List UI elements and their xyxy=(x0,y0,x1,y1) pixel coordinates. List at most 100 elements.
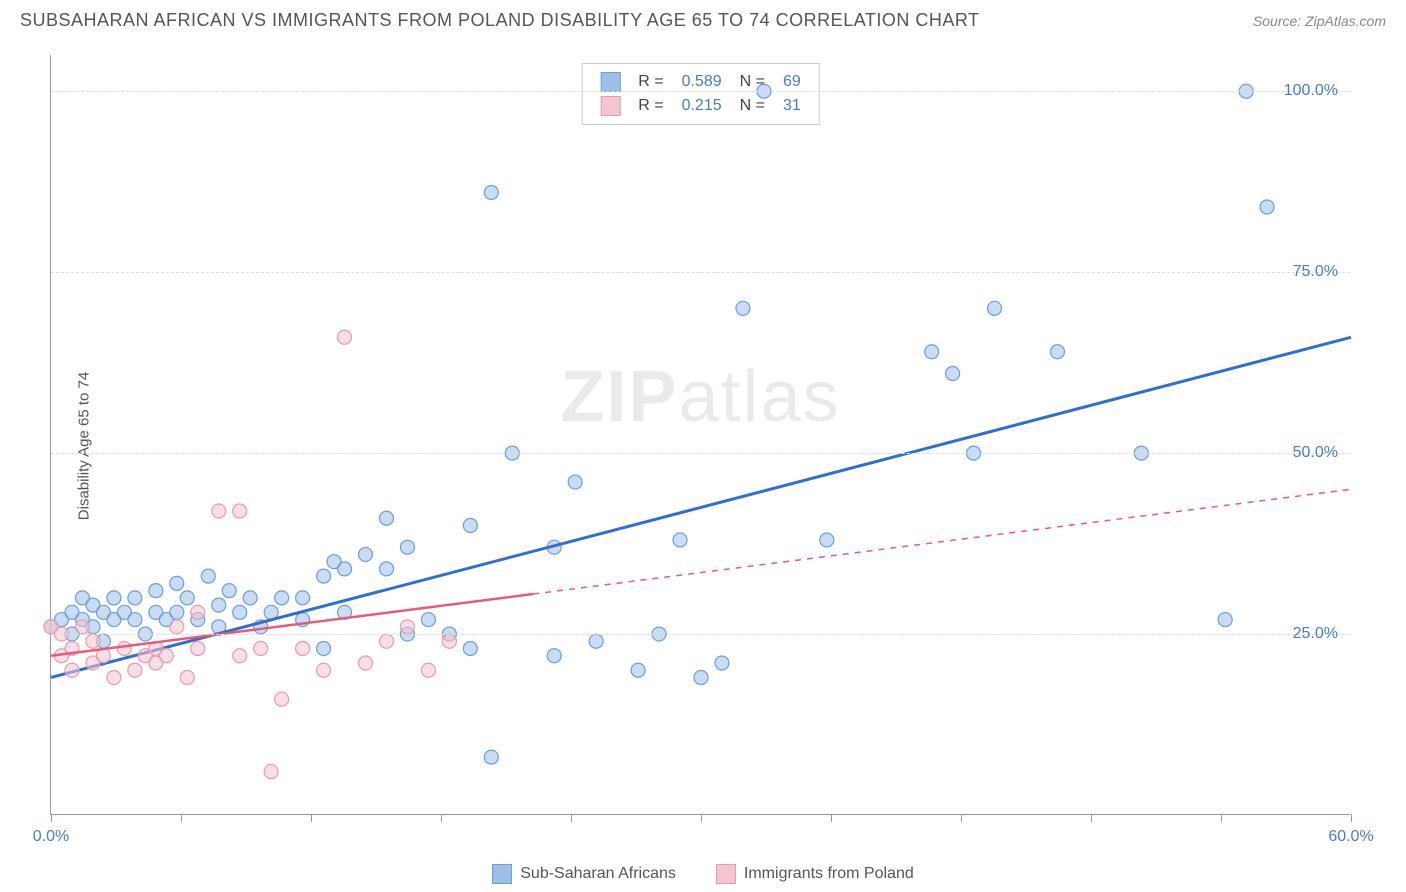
data-point xyxy=(233,504,247,518)
data-point xyxy=(1218,613,1232,627)
data-point xyxy=(338,330,352,344)
data-point xyxy=(170,576,184,590)
data-point xyxy=(170,620,184,634)
data-point xyxy=(128,613,142,627)
data-point xyxy=(400,620,414,634)
x-tick xyxy=(311,814,312,822)
data-point xyxy=(191,642,205,656)
x-tick xyxy=(51,814,52,822)
data-point xyxy=(264,765,278,779)
gridline xyxy=(51,272,1350,273)
gridline xyxy=(51,453,1350,454)
data-point xyxy=(379,634,393,648)
legend-item: Sub-Saharan Africans xyxy=(492,864,676,884)
trend-line-extrapolated xyxy=(533,489,1351,594)
x-tick-label: 60.0% xyxy=(1328,828,1373,846)
data-point xyxy=(421,663,435,677)
data-point xyxy=(1260,200,1274,214)
legend-label: Immigrants from Poland xyxy=(744,865,914,883)
data-point xyxy=(86,634,100,648)
chart-title: SUBSAHARAN AFRICAN VS IMMIGRANTS FROM PO… xyxy=(20,10,980,31)
gridline xyxy=(51,634,1350,635)
x-tick xyxy=(961,814,962,822)
data-point xyxy=(484,186,498,200)
data-point xyxy=(379,511,393,525)
data-point xyxy=(568,475,582,489)
data-point xyxy=(149,584,163,598)
data-point xyxy=(128,591,142,605)
data-point xyxy=(820,533,834,547)
x-tick xyxy=(1351,814,1352,822)
data-point xyxy=(421,613,435,627)
data-point xyxy=(107,591,121,605)
data-point xyxy=(359,547,373,561)
x-tick xyxy=(701,814,702,822)
data-point xyxy=(201,569,215,583)
x-tick xyxy=(571,814,572,822)
data-point xyxy=(275,692,289,706)
data-point xyxy=(694,670,708,684)
data-point xyxy=(296,591,310,605)
data-point xyxy=(117,642,131,656)
data-point xyxy=(233,649,247,663)
data-point xyxy=(673,533,687,547)
data-point xyxy=(128,663,142,677)
data-point xyxy=(736,301,750,315)
data-point xyxy=(75,620,89,634)
legend-swatch xyxy=(716,864,736,884)
data-point xyxy=(65,663,79,677)
legend-label: Sub-Saharan Africans xyxy=(520,865,676,883)
data-point xyxy=(715,656,729,670)
data-point xyxy=(233,605,247,619)
data-point xyxy=(463,642,477,656)
data-point xyxy=(359,656,373,670)
data-point xyxy=(212,598,226,612)
data-point xyxy=(946,366,960,380)
x-tick xyxy=(831,814,832,822)
data-point xyxy=(463,518,477,532)
data-point xyxy=(317,569,331,583)
data-point xyxy=(400,540,414,554)
x-tick-label: 0.0% xyxy=(33,828,69,846)
data-point xyxy=(180,591,194,605)
x-tick xyxy=(1221,814,1222,822)
data-point xyxy=(547,649,561,663)
x-tick xyxy=(181,814,182,822)
data-point xyxy=(1050,345,1064,359)
data-point xyxy=(988,301,1002,315)
x-tick xyxy=(1091,814,1092,822)
trend-line xyxy=(51,594,533,656)
data-point xyxy=(317,663,331,677)
data-point xyxy=(296,642,310,656)
data-point xyxy=(631,663,645,677)
x-tick xyxy=(441,814,442,822)
data-point xyxy=(254,642,268,656)
scatter-svg xyxy=(51,55,1350,814)
data-point xyxy=(379,562,393,576)
data-point xyxy=(338,562,352,576)
data-point xyxy=(925,345,939,359)
data-point xyxy=(159,649,173,663)
data-point xyxy=(180,670,194,684)
data-point xyxy=(170,605,184,619)
data-point xyxy=(484,750,498,764)
y-tick-label: 25.0% xyxy=(1293,625,1338,643)
bottom-legend: Sub-Saharan Africans Immigrants from Pola… xyxy=(0,864,1406,884)
gridline xyxy=(51,91,1350,92)
legend-item: Immigrants from Poland xyxy=(716,864,914,884)
data-point xyxy=(589,634,603,648)
source-attribution: Source: ZipAtlas.com xyxy=(1253,13,1386,29)
data-point xyxy=(243,591,257,605)
data-point xyxy=(222,584,236,598)
data-point xyxy=(107,670,121,684)
y-tick-label: 75.0% xyxy=(1293,263,1338,281)
y-tick-label: 100.0% xyxy=(1284,82,1338,100)
data-point xyxy=(442,634,456,648)
y-tick-label: 50.0% xyxy=(1293,444,1338,462)
data-point xyxy=(212,504,226,518)
plot-area: ZIPatlas R = 0.589N = 69R = 0.215N = 31 … xyxy=(50,55,1350,815)
data-point xyxy=(317,642,331,656)
data-point xyxy=(275,591,289,605)
chart-header: SUBSAHARAN AFRICAN VS IMMIGRANTS FROM PO… xyxy=(0,0,1406,36)
data-point xyxy=(191,605,205,619)
